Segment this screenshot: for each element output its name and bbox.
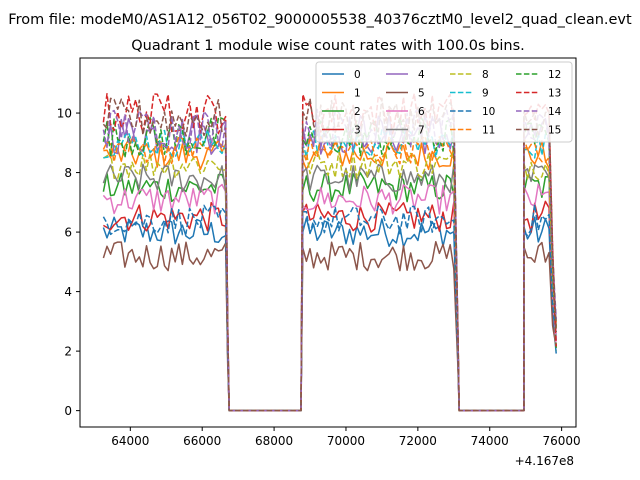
legend-frame: [315, 61, 573, 143]
x-tick-label: 68000: [255, 434, 293, 448]
x-tick-label: 64000: [111, 434, 149, 448]
figure-suptitle: From file: modeM0/AS1A12_056T02_90000055…: [8, 12, 632, 28]
y-tick-label: 8: [64, 166, 72, 180]
y-tick-label: 0: [64, 404, 72, 418]
y-tick-label: 4: [64, 285, 72, 299]
axes-frame: [79, 57, 577, 428]
legend-label-0: 0: [354, 69, 361, 81]
series-line-3: [103, 200, 557, 412]
x-offset-label: +4.167e8: [515, 454, 574, 468]
x-tick-label: 72000: [399, 434, 437, 448]
legend-label-4: 4: [418, 69, 425, 81]
legend-label-13: 13: [548, 88, 561, 100]
legend-label-6: 6: [418, 106, 425, 118]
legend-label-5: 5: [418, 88, 425, 100]
legend-label-10: 10: [482, 106, 495, 118]
legend-label-8: 8: [482, 69, 489, 81]
series-line-2: [102, 172, 557, 412]
series-line-10: [102, 203, 557, 412]
x-tick-label: 70000: [327, 434, 365, 448]
x-tick-label: 74000: [471, 434, 509, 448]
x-tick-label: 66000: [183, 434, 221, 448]
y-tick-label: 2: [64, 345, 72, 359]
legend-label-2: 2: [354, 106, 361, 118]
legend-label-12: 12: [548, 69, 561, 81]
legend-label-14: 14: [548, 106, 562, 118]
series-line-7: [102, 163, 557, 412]
y-tick-label: 10: [57, 107, 72, 121]
legend-label-11: 11: [482, 125, 495, 137]
legend-label-3: 3: [354, 125, 361, 137]
x-tick-label: 76000: [543, 434, 581, 448]
legend-label-9: 9: [482, 88, 489, 100]
legend-label-1: 1: [354, 88, 361, 100]
chart-title: Quadrant 1 module wise count rates with …: [131, 38, 525, 54]
series-line-8: [102, 149, 557, 412]
series-line-0: [102, 216, 557, 412]
y-axis: 0 2 4 6 8 10: [57, 107, 80, 418]
y-tick-label: 6: [64, 226, 72, 240]
series-line-5: [102, 240, 557, 412]
legend-label-15: 15: [548, 125, 561, 137]
x-axis: 64000 66000 68000 70000 72000 74000 76000: [111, 427, 581, 448]
series-line-6: [102, 183, 557, 412]
legend-label-7: 7: [418, 125, 425, 137]
